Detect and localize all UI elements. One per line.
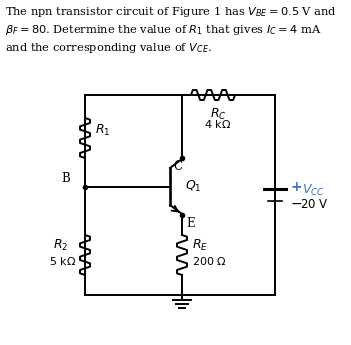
Text: $5\ \mathrm{k\Omega}$: $5\ \mathrm{k\Omega}$ bbox=[49, 255, 76, 267]
Text: $R_2$: $R_2$ bbox=[53, 237, 68, 253]
Text: $\beta_F = 80$. Determine the value of $R_1$ that gives $I_C = 4$ mA: $\beta_F = 80$. Determine the value of $… bbox=[5, 23, 322, 37]
Text: $R_E$: $R_E$ bbox=[192, 237, 208, 253]
Text: B: B bbox=[61, 171, 70, 185]
Text: E: E bbox=[186, 217, 194, 230]
Text: $V_{CC}$: $V_{CC}$ bbox=[302, 183, 325, 198]
Text: and the corresponding value of $V_{CE}$.: and the corresponding value of $V_{CE}$. bbox=[5, 41, 212, 55]
Text: $R_1$: $R_1$ bbox=[95, 122, 111, 138]
Text: +: + bbox=[290, 180, 302, 194]
Text: $4\ \mathrm{k\Omega}$: $4\ \mathrm{k\Omega}$ bbox=[204, 118, 232, 130]
Text: C: C bbox=[173, 160, 182, 173]
Text: $200\ \Omega$: $200\ \Omega$ bbox=[192, 255, 227, 267]
Text: $-$: $-$ bbox=[290, 196, 302, 210]
Text: The npn transistor circuit of Figure 1 has $V_{BE} = 0.5$ V and: The npn transistor circuit of Figure 1 h… bbox=[5, 5, 337, 19]
Text: $20\ \mathrm{V}$: $20\ \mathrm{V}$ bbox=[300, 198, 329, 211]
Text: $R_C$: $R_C$ bbox=[210, 107, 226, 122]
Text: $Q_1$: $Q_1$ bbox=[185, 179, 201, 194]
